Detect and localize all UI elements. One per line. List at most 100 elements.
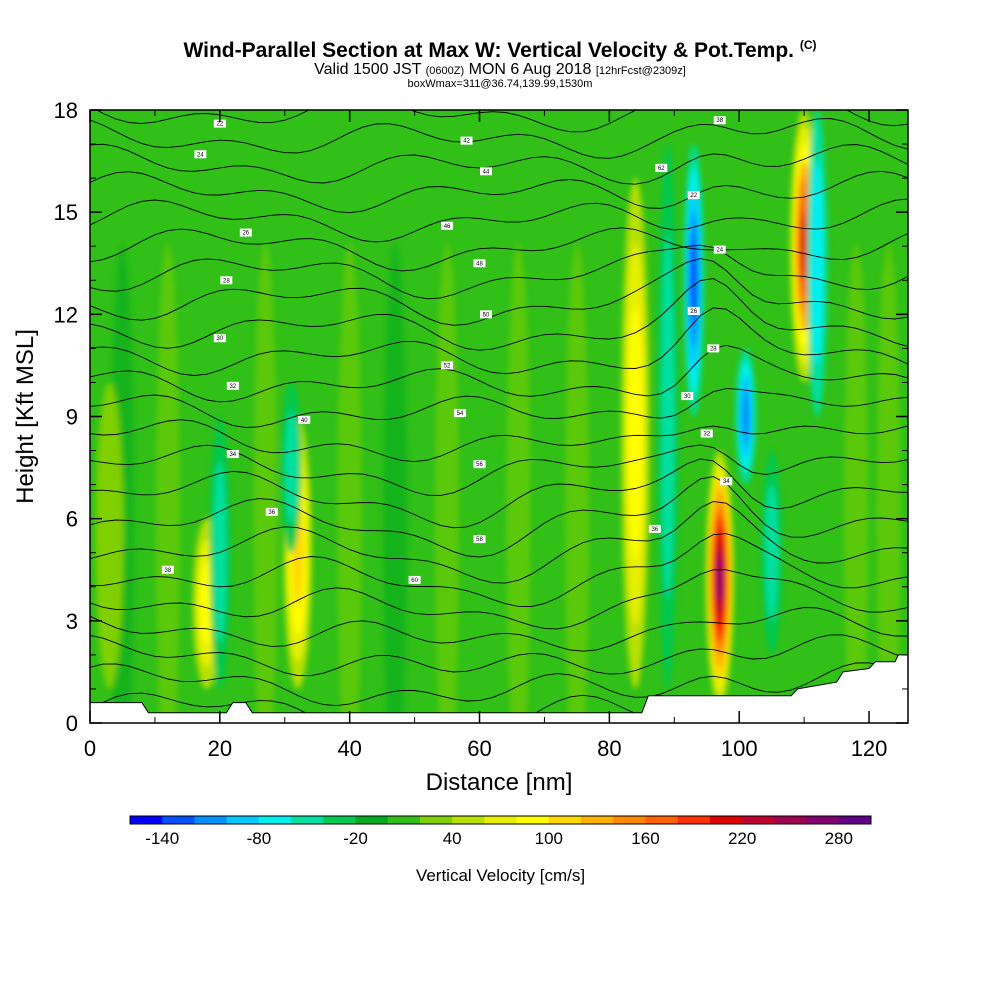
y-tick-label: 3 — [66, 609, 78, 634]
velocity-field — [95, 110, 901, 723]
colorbar-swatch — [258, 816, 292, 824]
isentrope-label: 62 — [655, 163, 668, 172]
isentrope-label: 24 — [194, 150, 207, 159]
colorbar-swatch — [838, 816, 872, 824]
isentrope-label: 36 — [265, 507, 278, 516]
colorbar-swatch — [548, 816, 582, 824]
svg-text:40: 40 — [301, 418, 308, 424]
isentrope-line — [90, 278, 908, 351]
y-tick-label: 9 — [66, 405, 78, 430]
colorbar-swatch — [806, 816, 840, 824]
isentrope-line — [90, 258, 908, 326]
colorbar-swatch — [355, 816, 389, 824]
colorbar-swatch — [162, 816, 195, 824]
colorbar-swatch — [742, 816, 775, 824]
colorbar-swatch — [516, 816, 550, 824]
svg-text:28: 28 — [223, 278, 230, 284]
velocity-cell — [800, 212, 808, 281]
isentrope-line — [95, 110, 908, 133]
subtitle-forecast: [12hrFcst@2309z] — [595, 65, 686, 77]
y-tick-label: 15 — [54, 200, 78, 225]
x-tick-label: 120 — [851, 736, 888, 761]
svg-text:38: 38 — [165, 568, 172, 574]
colorbar-swatch — [130, 816, 163, 824]
isentrope-label: 22 — [213, 119, 226, 128]
velocity-band — [564, 242, 589, 723]
colorbar-tick-label: 220 — [728, 829, 756, 848]
svg-text:32: 32 — [703, 432, 710, 438]
y-tick-label: 0 — [66, 711, 78, 736]
colorbar-swatch — [387, 816, 421, 824]
isentrope-label: 32 — [700, 429, 713, 438]
svg-text:56: 56 — [476, 462, 483, 468]
colorbar-tick-label: 280 — [825, 829, 853, 848]
svg-text:60: 60 — [411, 578, 418, 584]
subtitle-zulu: (0600Z) — [425, 65, 465, 77]
isentrope-label: 22 — [687, 191, 700, 200]
isentrope-label: 50 — [480, 310, 493, 319]
x-tick-label: 100 — [721, 736, 758, 761]
x-axis-title: Distance [nm] — [426, 769, 573, 796]
colorbar-tick-label: -20 — [343, 829, 368, 848]
chart-title-text: Wind-Parallel Section at Max W: Vertical… — [183, 39, 794, 62]
colorbar: -140 -80 -20 40 100 160 220 280 Vertical Velocit… — [129, 815, 872, 885]
isentrope-line — [90, 607, 908, 652]
isentrope-line — [90, 170, 908, 214]
velocity-cell — [810, 161, 824, 366]
subtitle-date: MON 6 Aug 2018 — [468, 61, 592, 78]
svg-text:36: 36 — [268, 510, 275, 516]
velocity-cell — [95, 382, 124, 689]
isentrope-label: 48 — [473, 259, 486, 268]
isentrope-line — [90, 244, 908, 300]
isentrope-label: 26 — [239, 228, 252, 237]
velocity-cell — [628, 305, 643, 562]
isentrope-label: 52 — [441, 361, 454, 370]
svg-text:24: 24 — [197, 152, 204, 158]
isentrope-label: 58 — [473, 535, 486, 544]
colorbar-swatch — [613, 816, 646, 824]
svg-text:44: 44 — [483, 169, 490, 175]
colorbar-tick-label: 100 — [535, 829, 563, 848]
isentrope-line — [90, 143, 908, 185]
x-tick-label: 0 — [84, 736, 96, 761]
isentrope-label: 34 — [720, 477, 733, 486]
colorbar-swatch — [581, 816, 614, 824]
isentrope-label: 26 — [687, 306, 700, 315]
svg-text:34: 34 — [723, 479, 730, 485]
isentrope-label: 34 — [226, 449, 239, 458]
y-tick-label: 6 — [66, 507, 78, 532]
svg-text:26: 26 — [242, 231, 249, 237]
isentrope-line — [90, 444, 908, 496]
isentrope-line — [90, 198, 908, 243]
y-tick-label: 12 — [54, 302, 78, 327]
isentrope-line — [90, 458, 908, 529]
plot-area: 22 24 26 28 30 32 34 36 38 40 42 44 46 48 50 52 54 56 58 60… — [90, 110, 908, 723]
velocity-band — [506, 242, 531, 723]
svg-text:22: 22 — [216, 122, 223, 128]
terrain — [90, 654, 908, 723]
isentrope-label: 28 — [707, 344, 720, 353]
isentrope-label: 24 — [713, 245, 726, 254]
isentrope-line — [90, 419, 908, 463]
isentrope-line — [90, 227, 908, 272]
colorbar-frame — [129, 815, 872, 825]
svg-text:42: 42 — [463, 139, 470, 145]
svg-text:24: 24 — [716, 248, 723, 254]
isentrope-line — [90, 569, 908, 630]
velocity-band — [155, 242, 180, 723]
y-axis-title: Height [Kft MSL] — [12, 329, 39, 504]
x-tick-label: 40 — [337, 736, 361, 761]
colorbar-swatch — [645, 816, 679, 824]
velocity-cell — [716, 552, 723, 604]
isentrope-label: 42 — [460, 136, 473, 145]
velocity-cell — [284, 410, 298, 525]
svg-text:58: 58 — [476, 537, 483, 543]
colorbar-swatch — [709, 816, 743, 824]
svg-text:54: 54 — [457, 411, 464, 417]
isentrope-line — [90, 634, 908, 677]
svg-text:50: 50 — [483, 312, 490, 318]
svg-text:26: 26 — [690, 309, 697, 315]
velocity-cell — [741, 389, 750, 444]
